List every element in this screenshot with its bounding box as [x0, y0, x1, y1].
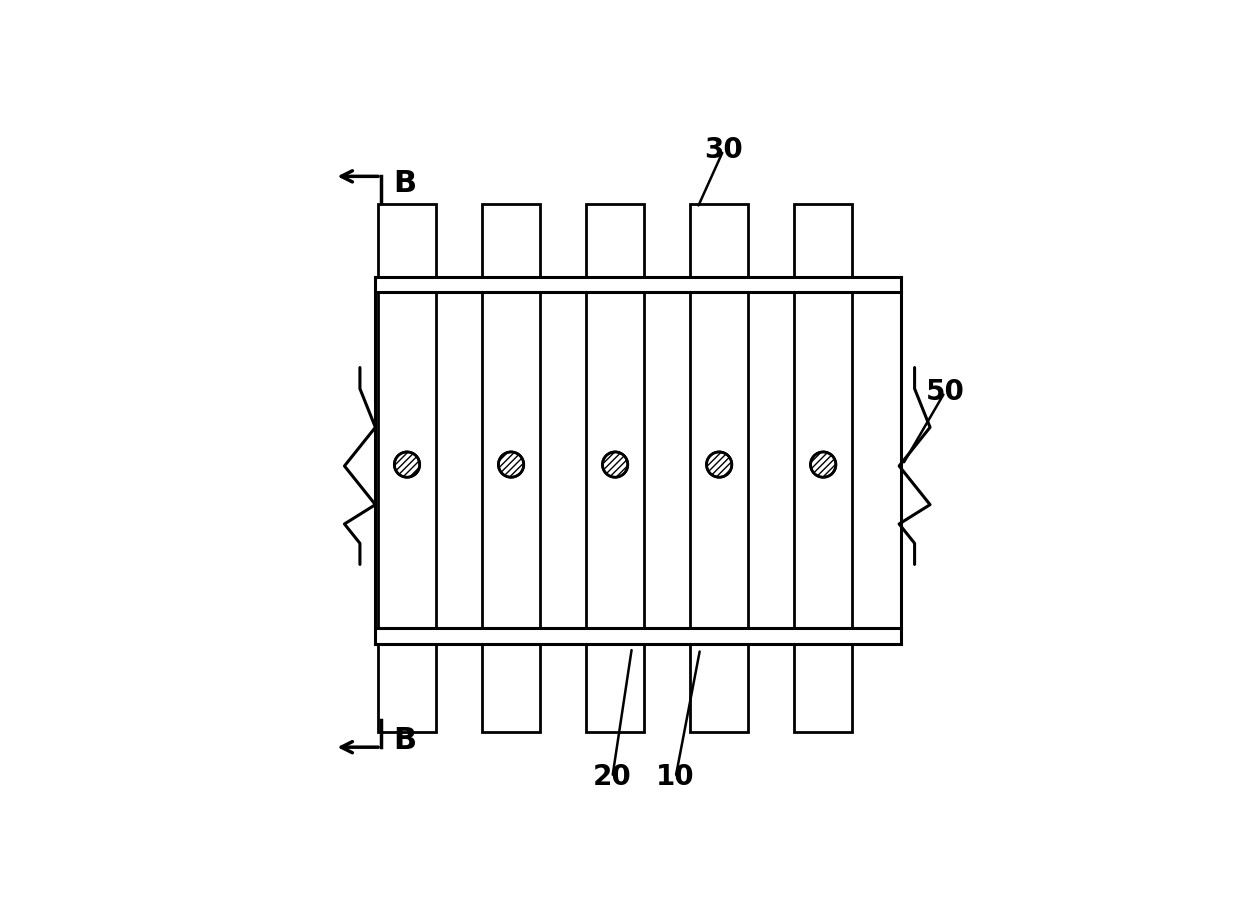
Polygon shape: [691, 205, 748, 731]
Circle shape: [394, 452, 419, 477]
Text: B: B: [393, 726, 417, 755]
Circle shape: [498, 452, 523, 477]
Polygon shape: [376, 277, 901, 292]
Polygon shape: [587, 205, 644, 731]
Text: 20: 20: [593, 763, 631, 792]
Circle shape: [811, 452, 836, 477]
Text: B: B: [393, 169, 417, 198]
Text: 30: 30: [704, 136, 743, 164]
Circle shape: [707, 452, 732, 477]
Polygon shape: [378, 205, 435, 731]
Text: 50: 50: [925, 378, 965, 406]
Text: 10: 10: [656, 763, 694, 792]
Polygon shape: [376, 628, 901, 644]
Polygon shape: [795, 205, 852, 731]
Polygon shape: [482, 205, 539, 731]
Circle shape: [603, 452, 627, 477]
